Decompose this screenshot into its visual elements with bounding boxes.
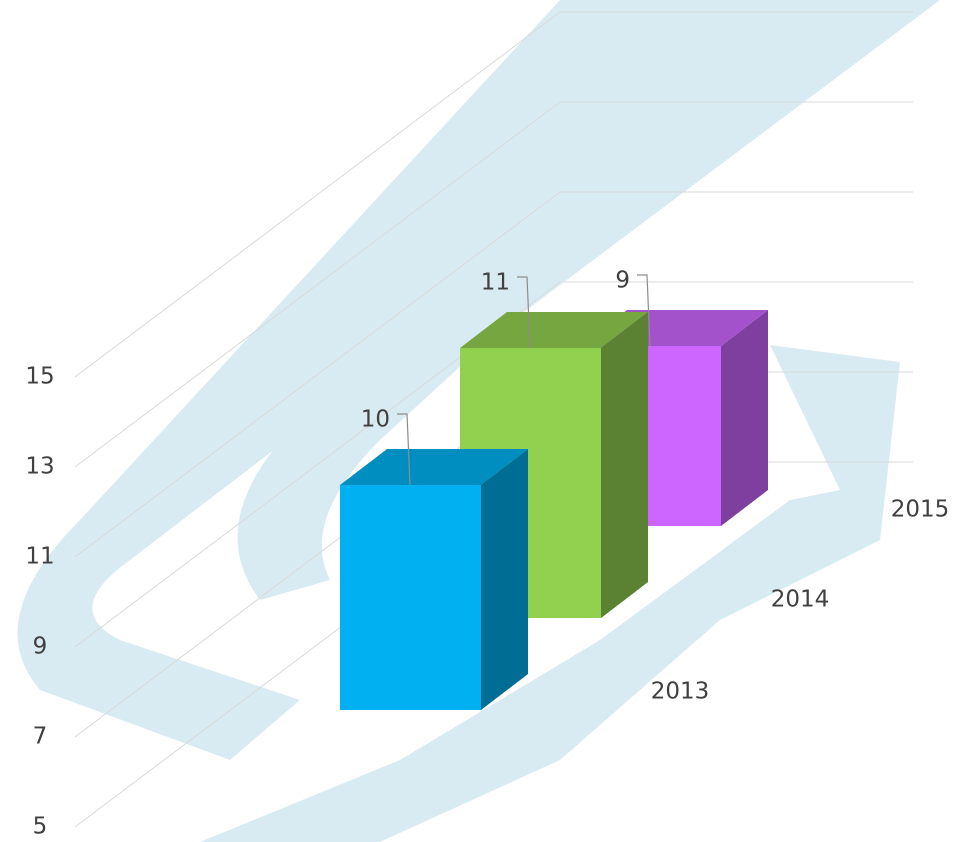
category-label: 2014: [771, 587, 830, 613]
y-tick-label: 5: [33, 814, 48, 840]
data-label: 9: [615, 268, 630, 294]
y-tick-label: 13: [25, 454, 54, 480]
data-label: 11: [481, 270, 510, 296]
y-tick-label: 7: [33, 724, 48, 750]
category-label: 2015: [891, 497, 950, 523]
data-label: 10: [361, 407, 390, 433]
y-tick-label: 9: [33, 634, 48, 660]
chart: 5 7 9 11 13 15 2015 9 2014 11 2013 10: [0, 0, 959, 842]
bar-side: [481, 449, 528, 710]
category-label: 2013: [651, 679, 710, 705]
bar-side: [721, 310, 768, 526]
y-tick-label: 11: [25, 544, 54, 570]
y-tick-label: 15: [25, 364, 54, 390]
bar: [340, 449, 528, 710]
bar-side: [601, 312, 648, 618]
bar-front: [340, 485, 481, 710]
